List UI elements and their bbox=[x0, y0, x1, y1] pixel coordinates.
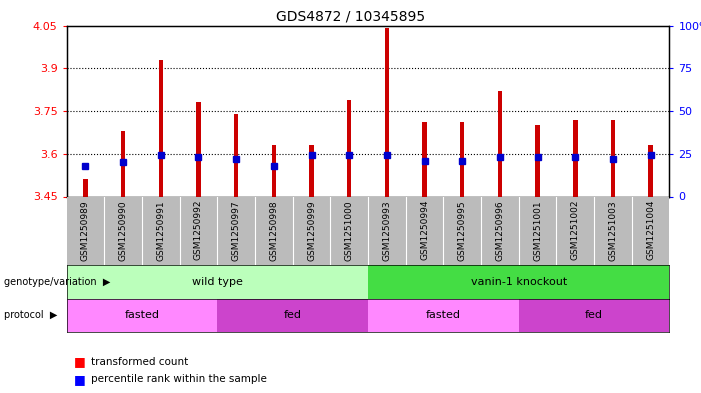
Text: GSM1251003: GSM1251003 bbox=[608, 200, 618, 261]
Text: GSM1251001: GSM1251001 bbox=[533, 200, 542, 261]
Text: GSM1250998: GSM1250998 bbox=[269, 200, 278, 261]
Bar bbox=[611, 119, 615, 196]
Text: fasted: fasted bbox=[125, 310, 159, 320]
Bar bbox=[309, 145, 314, 196]
Text: GSM1251004: GSM1251004 bbox=[646, 200, 655, 261]
Text: wild type: wild type bbox=[192, 277, 243, 287]
Bar bbox=[519, 299, 669, 332]
Bar bbox=[422, 122, 427, 196]
Bar bbox=[83, 180, 88, 196]
Bar bbox=[648, 145, 653, 196]
Text: GSM1250994: GSM1250994 bbox=[420, 200, 429, 261]
Bar bbox=[498, 91, 502, 196]
Bar bbox=[158, 60, 163, 196]
Bar bbox=[67, 265, 368, 299]
Bar bbox=[217, 299, 368, 332]
Bar bbox=[67, 299, 217, 332]
Text: fasted: fasted bbox=[426, 310, 461, 320]
Bar bbox=[368, 265, 669, 299]
Text: ■: ■ bbox=[74, 355, 86, 368]
Bar bbox=[121, 131, 125, 196]
Text: GSM1250989: GSM1250989 bbox=[81, 200, 90, 261]
Bar bbox=[347, 99, 351, 196]
Text: ■: ■ bbox=[74, 373, 86, 386]
Text: GSM1250990: GSM1250990 bbox=[118, 200, 128, 261]
Bar bbox=[368, 299, 519, 332]
Text: GSM1251000: GSM1251000 bbox=[345, 200, 354, 261]
Text: GSM1250996: GSM1250996 bbox=[496, 200, 505, 261]
Text: transformed count: transformed count bbox=[91, 356, 189, 367]
Bar bbox=[234, 114, 238, 196]
Text: GSM1250999: GSM1250999 bbox=[307, 200, 316, 261]
Text: fed: fed bbox=[284, 310, 301, 320]
Text: GSM1250997: GSM1250997 bbox=[231, 200, 240, 261]
Text: GSM1250993: GSM1250993 bbox=[382, 200, 391, 261]
Bar bbox=[536, 125, 540, 196]
Text: vanin-1 knockout: vanin-1 knockout bbox=[470, 277, 567, 287]
Text: GSM1250991: GSM1250991 bbox=[156, 200, 165, 261]
Text: genotype/variation  ▶: genotype/variation ▶ bbox=[4, 277, 110, 287]
Bar bbox=[196, 103, 200, 196]
Text: GDS4872 / 10345895: GDS4872 / 10345895 bbox=[276, 10, 425, 24]
Bar bbox=[271, 145, 276, 196]
Text: fed: fed bbox=[585, 310, 603, 320]
Bar bbox=[385, 28, 389, 196]
Text: percentile rank within the sample: percentile rank within the sample bbox=[91, 374, 267, 384]
Text: GSM1250992: GSM1250992 bbox=[194, 200, 203, 261]
Bar bbox=[573, 119, 578, 196]
Text: protocol  ▶: protocol ▶ bbox=[4, 310, 57, 320]
Bar bbox=[460, 122, 465, 196]
Text: GSM1250995: GSM1250995 bbox=[458, 200, 467, 261]
Text: GSM1251002: GSM1251002 bbox=[571, 200, 580, 261]
